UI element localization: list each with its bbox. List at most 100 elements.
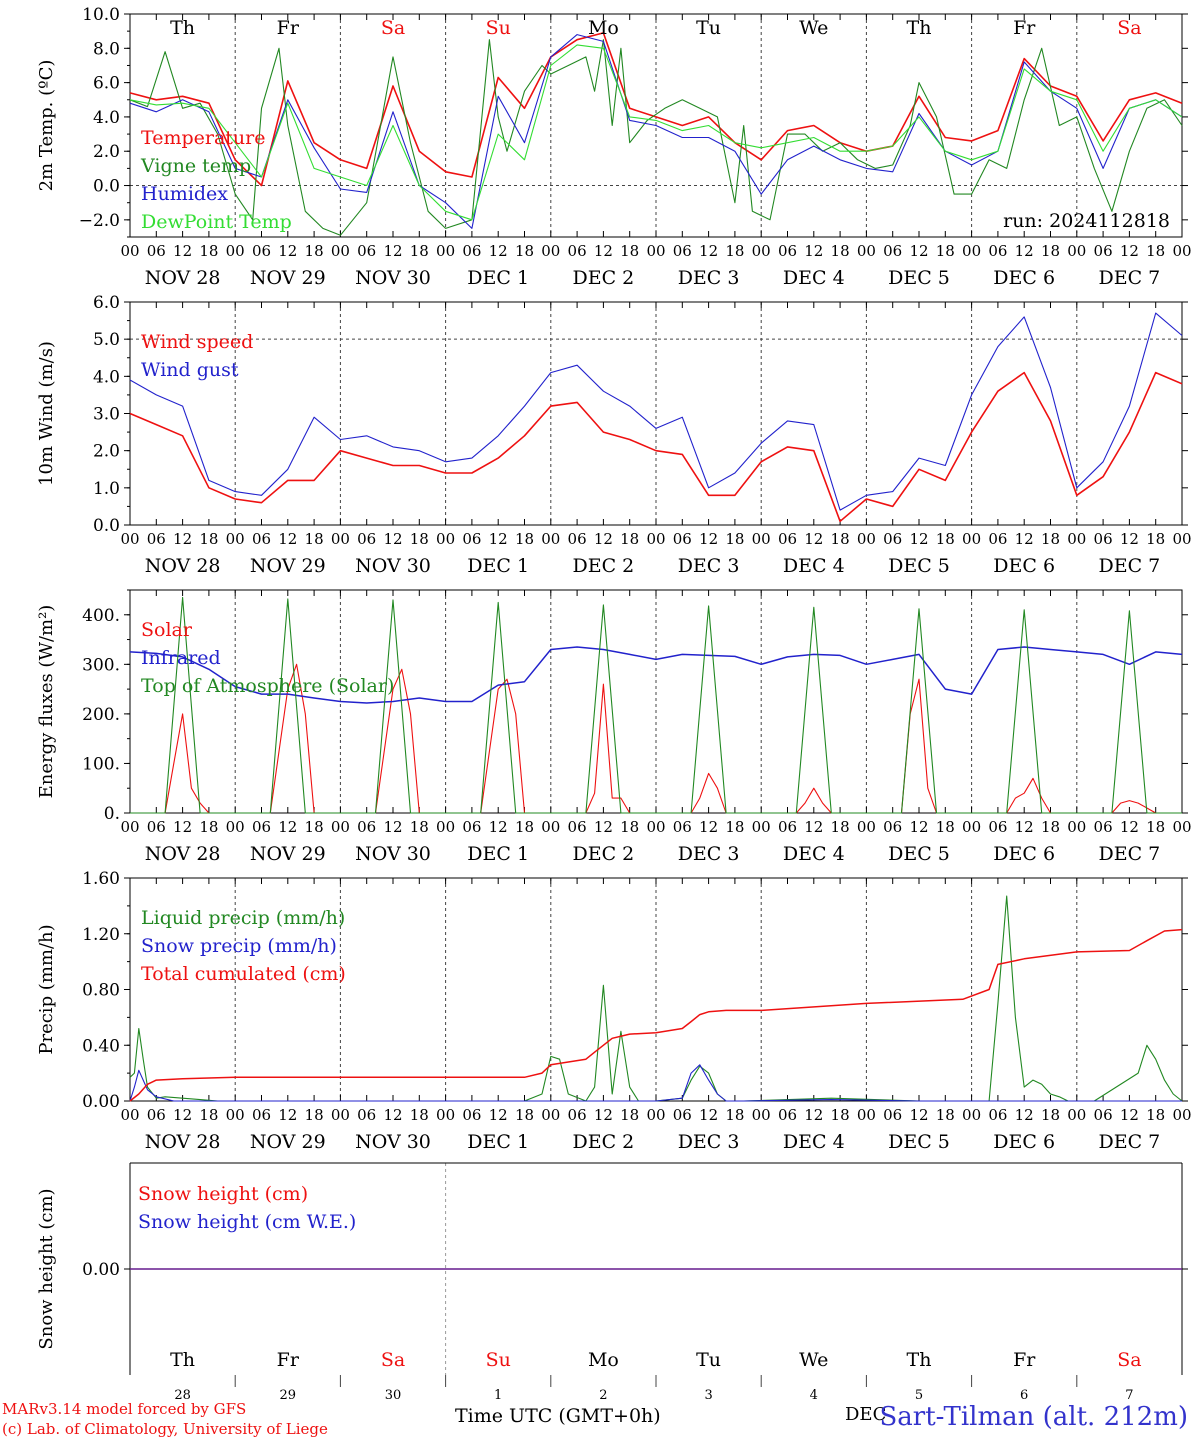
time-axis-label: Time UTC (GMT+0h): [455, 1405, 661, 1427]
x-tick-label: 06: [778, 1106, 797, 1124]
x-tick-label: 00: [436, 1106, 455, 1124]
day-label: NOV 28: [145, 555, 221, 577]
day-label: DEC 7: [1099, 267, 1161, 289]
x-tick-label: 18: [936, 1106, 955, 1124]
x-tick-label: 18: [725, 530, 744, 548]
x-tick-label: 00: [436, 818, 455, 836]
weekday-label: Fr: [1013, 17, 1036, 39]
x-tick-label: 00: [226, 818, 245, 836]
x-tick-label: 12: [699, 818, 718, 836]
weekday-label: Sa: [1117, 17, 1141, 39]
x-tick-label: 06: [568, 818, 587, 836]
day-number: 28: [174, 1388, 191, 1403]
x-tick-label: 18: [1041, 818, 1060, 836]
weekday-label: Mo: [588, 17, 619, 39]
day-label: DEC 1: [467, 1131, 529, 1153]
x-tick-label: 12: [278, 1106, 297, 1124]
day-label: NOV 29: [250, 1131, 326, 1153]
x-tick-label: 18: [410, 818, 429, 836]
x-tick-label: 06: [357, 818, 376, 836]
y-tick-label: 4.0: [93, 108, 120, 128]
legend-entry: DewPoint Temp: [141, 211, 292, 233]
x-tick-label: 18: [1041, 242, 1060, 260]
x-tick-label: 12: [489, 242, 508, 260]
x-tick-label: 18: [831, 818, 850, 836]
legend-entry: Temperature: [141, 127, 265, 149]
x-tick-label: 06: [252, 530, 271, 548]
day-label: DEC 2: [573, 267, 635, 289]
x-tick-label: 12: [909, 242, 928, 260]
x-tick-label: 00: [541, 1106, 560, 1124]
day-label: DEC 3: [678, 1131, 740, 1153]
x-tick-label: 06: [673, 530, 692, 548]
x-tick-label: 12: [594, 242, 613, 260]
x-tick-label: 18: [305, 1106, 324, 1124]
x-tick-label: 12: [909, 530, 928, 548]
x-tick-label: 18: [936, 818, 955, 836]
x-tick-label: 00: [541, 242, 560, 260]
x-tick-label: 00: [541, 818, 560, 836]
day-label: DEC 7: [1099, 843, 1161, 865]
legend-entry: Vigne temp: [140, 155, 251, 177]
y-axis-label: Snow height (cm): [36, 1188, 57, 1349]
x-tick-label: 12: [594, 530, 613, 548]
day-number: 1: [494, 1388, 502, 1403]
x-tick-label: 18: [1146, 818, 1165, 836]
x-tick-label: 18: [1146, 242, 1165, 260]
day-label: NOV 28: [145, 843, 221, 865]
x-tick-label: 12: [699, 530, 718, 548]
y-axis-label: 10m Wind (m/s): [36, 341, 57, 486]
x-tick-label: 00: [752, 818, 771, 836]
y-tick-label: 3.0: [93, 405, 120, 425]
day-label: DEC 3: [678, 843, 740, 865]
x-tick-label: 00: [1172, 1106, 1191, 1124]
legend-entry: Liquid precip (mm/h): [141, 907, 345, 929]
x-tick-label: 00: [646, 530, 665, 548]
x-tick-label: 12: [383, 242, 402, 260]
series-temperature-3: [129, 44, 1183, 221]
x-tick-label: 12: [278, 818, 297, 836]
x-tick-label: 12: [383, 1106, 402, 1124]
x-tick-label: 12: [1015, 530, 1034, 548]
day-label: DEC 1: [467, 843, 529, 865]
x-tick-label: 06: [673, 1106, 692, 1124]
x-tick-label: 18: [831, 1106, 850, 1124]
day-label: DEC 2: [573, 1131, 635, 1153]
x-tick-label: 18: [1146, 1106, 1165, 1124]
x-tick-label: 12: [278, 242, 297, 260]
x-tick-label: 06: [883, 818, 902, 836]
x-tick-label: 12: [594, 818, 613, 836]
x-tick-label: 00: [646, 242, 665, 260]
weekday-label: Su: [486, 17, 511, 39]
x-tick-label: 06: [568, 530, 587, 548]
x-tick-label: 12: [909, 1106, 928, 1124]
x-tick-label: 00: [436, 242, 455, 260]
y-tick-label: 8.0: [93, 39, 120, 59]
x-tick-label: 12: [489, 530, 508, 548]
x-tick-label: 06: [883, 242, 902, 260]
weekday-label: Th: [170, 17, 195, 39]
day-number: 7: [1125, 1388, 1133, 1403]
legend-entry: Snow height (cm): [138, 1183, 308, 1205]
x-tick-label: 06: [1094, 242, 1113, 260]
x-tick-label: 18: [305, 242, 324, 260]
day-number: 6: [1020, 1388, 1028, 1403]
x-tick-label: 00: [1172, 818, 1191, 836]
weekday-label-bottom: Fr: [277, 1349, 300, 1371]
weekday-label-bottom: We: [799, 1349, 828, 1371]
x-tick-label: 18: [936, 530, 955, 548]
x-tick-label: 00: [1067, 818, 1086, 836]
x-tick-label: 00: [120, 530, 139, 548]
y-tick-label: 2.0: [93, 142, 120, 162]
x-tick-label: 00: [752, 1106, 771, 1124]
y-tick-label: 6.0: [93, 293, 120, 313]
series-temperature-2: [129, 34, 1183, 229]
x-tick-label: 00: [331, 1106, 350, 1124]
x-tick-label: 12: [909, 818, 928, 836]
day-label: DEC 7: [1099, 1131, 1161, 1153]
x-tick-label: 12: [1015, 818, 1034, 836]
x-tick-label: 12: [1120, 242, 1139, 260]
x-tick-label: 12: [383, 818, 402, 836]
x-tick-label: 00: [120, 818, 139, 836]
day-number: 2: [599, 1388, 607, 1403]
